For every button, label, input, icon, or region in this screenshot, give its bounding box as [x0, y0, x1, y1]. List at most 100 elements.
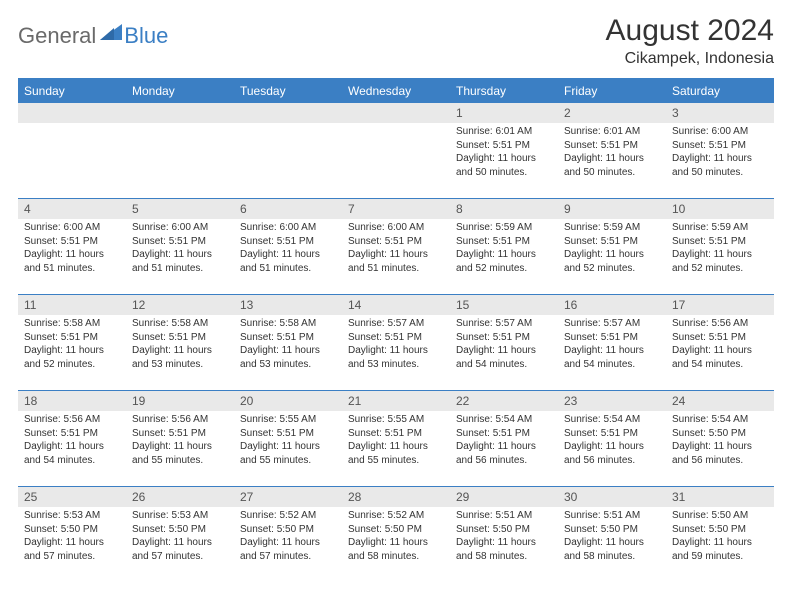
calendar-day-cell: 15Sunrise: 5:57 AMSunset: 5:51 PMDayligh… — [450, 295, 558, 391]
day-number: 10 — [666, 199, 774, 219]
sunrise-line: Sunrise: 5:56 AM — [24, 413, 120, 427]
daylight-line: Daylight: 11 hours and 52 minutes. — [672, 248, 768, 275]
logo-text-blue: Blue — [124, 23, 168, 49]
calendar-week-row: 1Sunrise: 6:01 AMSunset: 5:51 PMDaylight… — [18, 103, 774, 199]
sunset-line: Sunset: 5:51 PM — [24, 235, 120, 249]
calendar-day-cell: 29Sunrise: 5:51 AMSunset: 5:50 PMDayligh… — [450, 487, 558, 583]
calendar-day-cell: 14Sunrise: 5:57 AMSunset: 5:51 PMDayligh… — [342, 295, 450, 391]
day-details: Sunrise: 6:00 AMSunset: 5:51 PMDaylight:… — [18, 219, 126, 279]
daylight-line: Daylight: 11 hours and 52 minutes. — [24, 344, 120, 371]
day-details: Sunrise: 5:58 AMSunset: 5:51 PMDaylight:… — [234, 315, 342, 375]
day-details: Sunrise: 5:59 AMSunset: 5:51 PMDaylight:… — [558, 219, 666, 279]
sunset-line: Sunset: 5:51 PM — [672, 139, 768, 153]
sunrise-line: Sunrise: 5:51 AM — [456, 509, 552, 523]
calendar-day-cell: 25Sunrise: 5:53 AMSunset: 5:50 PMDayligh… — [18, 487, 126, 583]
calendar-day-cell: 24Sunrise: 5:54 AMSunset: 5:50 PMDayligh… — [666, 391, 774, 487]
day-details: Sunrise: 5:59 AMSunset: 5:51 PMDaylight:… — [666, 219, 774, 279]
day-number: 4 — [18, 199, 126, 219]
header: General Blue August 2024 Cikampek, Indon… — [18, 14, 774, 68]
sunrise-line: Sunrise: 5:56 AM — [672, 317, 768, 331]
sunset-line: Sunset: 5:51 PM — [564, 331, 660, 345]
daylight-line: Daylight: 11 hours and 58 minutes. — [348, 536, 444, 563]
sunset-line: Sunset: 5:51 PM — [456, 235, 552, 249]
daylight-line: Daylight: 11 hours and 58 minutes. — [456, 536, 552, 563]
calendar-week-row: 4Sunrise: 6:00 AMSunset: 5:51 PMDaylight… — [18, 199, 774, 295]
daylight-line: Daylight: 11 hours and 53 minutes. — [132, 344, 228, 371]
sunrise-line: Sunrise: 6:01 AM — [564, 125, 660, 139]
day-header: Sunday — [18, 79, 126, 103]
day-number: 13 — [234, 295, 342, 315]
day-details: Sunrise: 6:00 AMSunset: 5:51 PMDaylight:… — [342, 219, 450, 279]
day-details: Sunrise: 5:57 AMSunset: 5:51 PMDaylight:… — [558, 315, 666, 375]
sunrise-line: Sunrise: 5:58 AM — [132, 317, 228, 331]
sunset-line: Sunset: 5:51 PM — [456, 139, 552, 153]
daylight-line: Daylight: 11 hours and 55 minutes. — [348, 440, 444, 467]
sunrise-line: Sunrise: 6:01 AM — [456, 125, 552, 139]
daylight-line: Daylight: 11 hours and 51 minutes. — [348, 248, 444, 275]
title-block: August 2024 Cikampek, Indonesia — [606, 14, 774, 68]
daylight-line: Daylight: 11 hours and 58 minutes. — [564, 536, 660, 563]
calendar-day-cell: 9Sunrise: 5:59 AMSunset: 5:51 PMDaylight… — [558, 199, 666, 295]
daylight-line: Daylight: 11 hours and 50 minutes. — [564, 152, 660, 179]
day-details: Sunrise: 6:00 AMSunset: 5:51 PMDaylight:… — [666, 123, 774, 183]
day-details: Sunrise: 6:00 AMSunset: 5:51 PMDaylight:… — [234, 219, 342, 279]
calendar-day-cell — [18, 103, 126, 199]
sunrise-line: Sunrise: 5:58 AM — [240, 317, 336, 331]
calendar-week-row: 18Sunrise: 5:56 AMSunset: 5:51 PMDayligh… — [18, 391, 774, 487]
day-number: 25 — [18, 487, 126, 507]
daylight-line: Daylight: 11 hours and 56 minutes. — [456, 440, 552, 467]
sunset-line: Sunset: 5:51 PM — [456, 331, 552, 345]
sunrise-line: Sunrise: 5:50 AM — [672, 509, 768, 523]
day-details: Sunrise: 5:51 AMSunset: 5:50 PMDaylight:… — [558, 507, 666, 567]
calendar-day-cell — [234, 103, 342, 199]
calendar-day-cell: 1Sunrise: 6:01 AMSunset: 5:51 PMDaylight… — [450, 103, 558, 199]
day-details: Sunrise: 5:57 AMSunset: 5:51 PMDaylight:… — [342, 315, 450, 375]
daylight-line: Daylight: 11 hours and 54 minutes. — [564, 344, 660, 371]
sunrise-line: Sunrise: 6:00 AM — [672, 125, 768, 139]
sunset-line: Sunset: 5:50 PM — [672, 523, 768, 537]
daylight-line: Daylight: 11 hours and 57 minutes. — [240, 536, 336, 563]
day-number: 28 — [342, 487, 450, 507]
sunset-line: Sunset: 5:51 PM — [240, 427, 336, 441]
day-details: Sunrise: 6:01 AMSunset: 5:51 PMDaylight:… — [450, 123, 558, 183]
sunset-line: Sunset: 5:51 PM — [348, 427, 444, 441]
day-number: 16 — [558, 295, 666, 315]
day-details: Sunrise: 5:50 AMSunset: 5:50 PMDaylight:… — [666, 507, 774, 567]
sunset-line: Sunset: 5:50 PM — [456, 523, 552, 537]
calendar-day-cell: 28Sunrise: 5:52 AMSunset: 5:50 PMDayligh… — [342, 487, 450, 583]
day-details: Sunrise: 5:55 AMSunset: 5:51 PMDaylight:… — [342, 411, 450, 471]
logo: General Blue — [18, 14, 168, 49]
sunrise-line: Sunrise: 5:54 AM — [564, 413, 660, 427]
day-details: Sunrise: 6:01 AMSunset: 5:51 PMDaylight:… — [558, 123, 666, 183]
day-number: 6 — [234, 199, 342, 219]
day-number: 1 — [450, 103, 558, 123]
day-number: 2 — [558, 103, 666, 123]
day-number: 30 — [558, 487, 666, 507]
calendar-day-cell: 19Sunrise: 5:56 AMSunset: 5:51 PMDayligh… — [126, 391, 234, 487]
sunrise-line: Sunrise: 5:57 AM — [348, 317, 444, 331]
day-details: Sunrise: 6:00 AMSunset: 5:51 PMDaylight:… — [126, 219, 234, 279]
sunset-line: Sunset: 5:50 PM — [564, 523, 660, 537]
sunrise-line: Sunrise: 5:59 AM — [672, 221, 768, 235]
sunset-line: Sunset: 5:50 PM — [348, 523, 444, 537]
day-details: Sunrise: 5:54 AMSunset: 5:50 PMDaylight:… — [666, 411, 774, 471]
day-number: 31 — [666, 487, 774, 507]
day-number: 7 — [342, 199, 450, 219]
day-details: Sunrise: 5:57 AMSunset: 5:51 PMDaylight:… — [450, 315, 558, 375]
day-number: 18 — [18, 391, 126, 411]
sunset-line: Sunset: 5:50 PM — [672, 427, 768, 441]
sunrise-line: Sunrise: 5:55 AM — [348, 413, 444, 427]
sunrise-line: Sunrise: 5:57 AM — [564, 317, 660, 331]
calendar-day-cell: 12Sunrise: 5:58 AMSunset: 5:51 PMDayligh… — [126, 295, 234, 391]
calendar-day-cell: 17Sunrise: 5:56 AMSunset: 5:51 PMDayligh… — [666, 295, 774, 391]
sunset-line: Sunset: 5:51 PM — [240, 235, 336, 249]
calendar-day-cell: 18Sunrise: 5:56 AMSunset: 5:51 PMDayligh… — [18, 391, 126, 487]
logo-triangle-icon — [100, 22, 122, 45]
daylight-line: Daylight: 11 hours and 52 minutes. — [564, 248, 660, 275]
sunset-line: Sunset: 5:51 PM — [456, 427, 552, 441]
day-number: 23 — [558, 391, 666, 411]
sunrise-line: Sunrise: 5:51 AM — [564, 509, 660, 523]
calendar-day-cell: 2Sunrise: 6:01 AMSunset: 5:51 PMDaylight… — [558, 103, 666, 199]
calendar-day-cell: 20Sunrise: 5:55 AMSunset: 5:51 PMDayligh… — [234, 391, 342, 487]
calendar-header-row: SundayMondayTuesdayWednesdayThursdayFrid… — [18, 79, 774, 103]
